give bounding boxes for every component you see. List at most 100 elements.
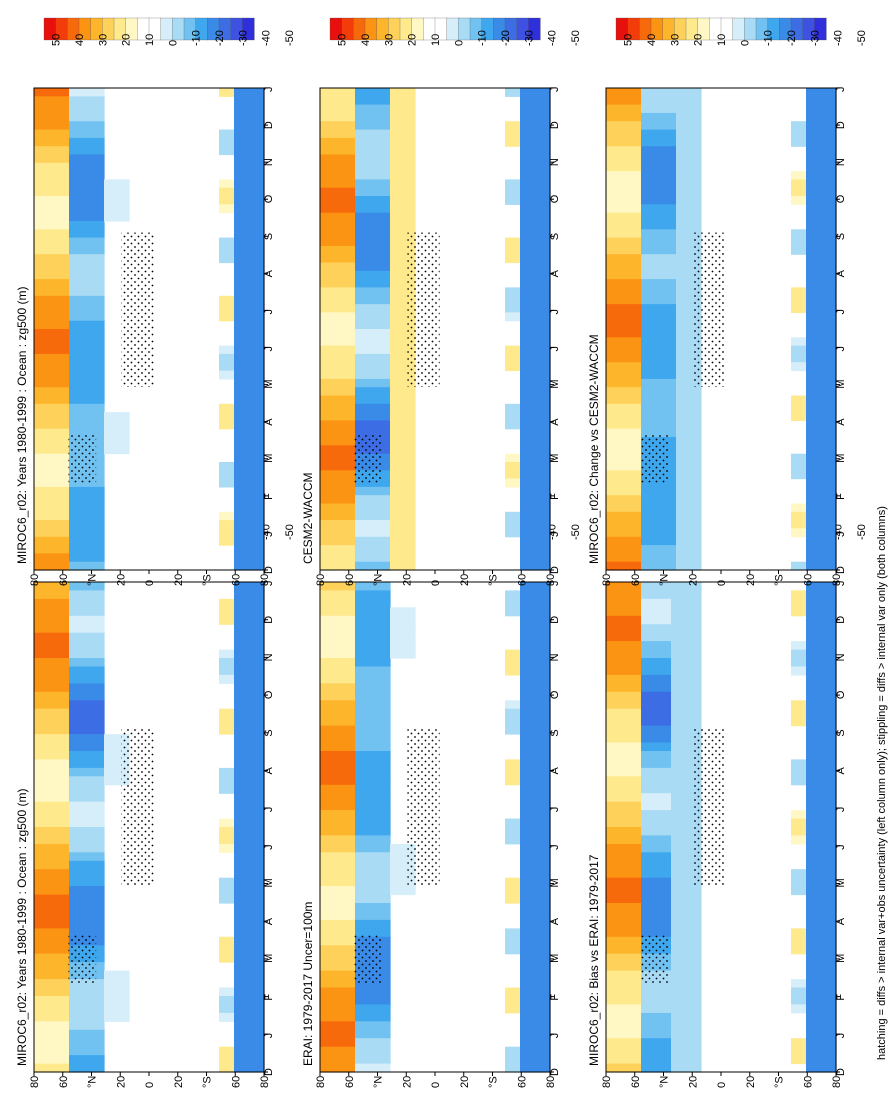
contour-cell (39, 776, 45, 786)
contour-cell (355, 162, 361, 172)
contour-cell (540, 742, 546, 752)
contour-cell (114, 428, 120, 438)
contour-cell (375, 162, 381, 172)
contour-cell (254, 353, 260, 363)
contour-cell (89, 121, 95, 131)
contour-cell (325, 852, 331, 862)
contour-cell (350, 511, 356, 521)
contour-cell (345, 320, 351, 330)
contour-cell (325, 582, 331, 591)
contour-cell (249, 970, 255, 980)
contour-cell (390, 607, 396, 617)
contour-cell (89, 632, 95, 642)
contour-cell (360, 395, 366, 405)
contour-cell (249, 1021, 255, 1031)
contour-cell (69, 784, 75, 794)
contour-cell (224, 607, 230, 617)
contour-cell (39, 462, 45, 471)
contour-cell (525, 751, 531, 760)
contour-cell (380, 462, 386, 471)
contour-cell (350, 734, 356, 744)
contour-cell (244, 237, 250, 247)
contour-cell (74, 528, 80, 538)
contour-cell (239, 403, 245, 413)
contour-cell (79, 545, 85, 554)
contour-cell (505, 835, 511, 845)
contour-cell (510, 996, 516, 1005)
panel-title: MIROC6_r02: Years 1980-1999 : Ocean : zg… (15, 789, 29, 1066)
contour-cell (350, 171, 356, 180)
contour-cell (545, 818, 551, 828)
contour-cell (59, 810, 65, 820)
contour-cell (59, 304, 65, 313)
contour-cell (54, 708, 60, 718)
contour-cell (94, 979, 100, 989)
contour-cell (84, 154, 90, 164)
contour-cell (405, 607, 411, 617)
contour-cell (244, 759, 250, 769)
contour-cell (49, 270, 55, 280)
contour-cell (39, 536, 45, 546)
contour-cell (545, 658, 551, 667)
contour-cell (370, 520, 376, 529)
contour-cell (355, 146, 361, 156)
contour-cell (360, 88, 366, 97)
contour-cell (34, 843, 40, 853)
contour-cell (345, 129, 351, 139)
contour-cell (254, 945, 260, 955)
contour-cell (335, 129, 341, 139)
contour-cell (365, 911, 371, 921)
contour-cell (340, 196, 346, 205)
contour-cell (84, 553, 90, 563)
contour-cell (540, 843, 546, 853)
contour-cell (335, 503, 341, 513)
contour-cell (239, 254, 245, 264)
contour-cell (259, 462, 265, 471)
contour-cell (325, 751, 331, 760)
contour-cell (330, 1021, 336, 1031)
contour-cell (49, 607, 55, 617)
contour-cell (89, 919, 95, 929)
contour-cell (355, 412, 361, 421)
contour-cell (350, 545, 356, 554)
contour-cell (510, 936, 516, 946)
contour-cell (370, 146, 376, 156)
contour-cell (94, 237, 100, 247)
contour-cell (59, 370, 65, 380)
contour-cell (244, 1021, 250, 1031)
contour-cell (119, 212, 125, 222)
contour-cell (320, 911, 326, 921)
contour-cell (254, 486, 260, 496)
contour-cell (390, 196, 396, 205)
contour-cell (99, 545, 105, 554)
contour-cell (74, 154, 80, 164)
contour-cell (64, 742, 70, 752)
contour-cell (49, 129, 55, 139)
contour-cell (320, 129, 326, 139)
contour-cell (84, 270, 90, 280)
contour-cell (355, 903, 361, 912)
contour-cell (360, 911, 366, 921)
contour-cell (119, 970, 125, 980)
contour-cell (74, 420, 80, 430)
contour-cell (74, 759, 80, 769)
contour-cell (249, 869, 255, 879)
contour-cell (84, 304, 90, 313)
contour-cell (410, 624, 416, 634)
contour-cell (124, 996, 130, 1005)
contour-cell (325, 590, 331, 600)
contour-cell (370, 287, 376, 297)
contour-cell (104, 437, 110, 446)
contour-cell (345, 1046, 351, 1056)
contour-cell (49, 936, 55, 946)
contour-cell (249, 582, 255, 591)
contour-cell (320, 936, 326, 946)
contour-cell (44, 928, 50, 938)
contour-cell (94, 759, 100, 769)
contour-cell (535, 962, 541, 972)
contour-cell (360, 295, 366, 305)
contour-cell (89, 412, 95, 421)
contour-cell (64, 784, 70, 794)
contour-cell (320, 212, 326, 222)
contour-cell (545, 903, 551, 912)
